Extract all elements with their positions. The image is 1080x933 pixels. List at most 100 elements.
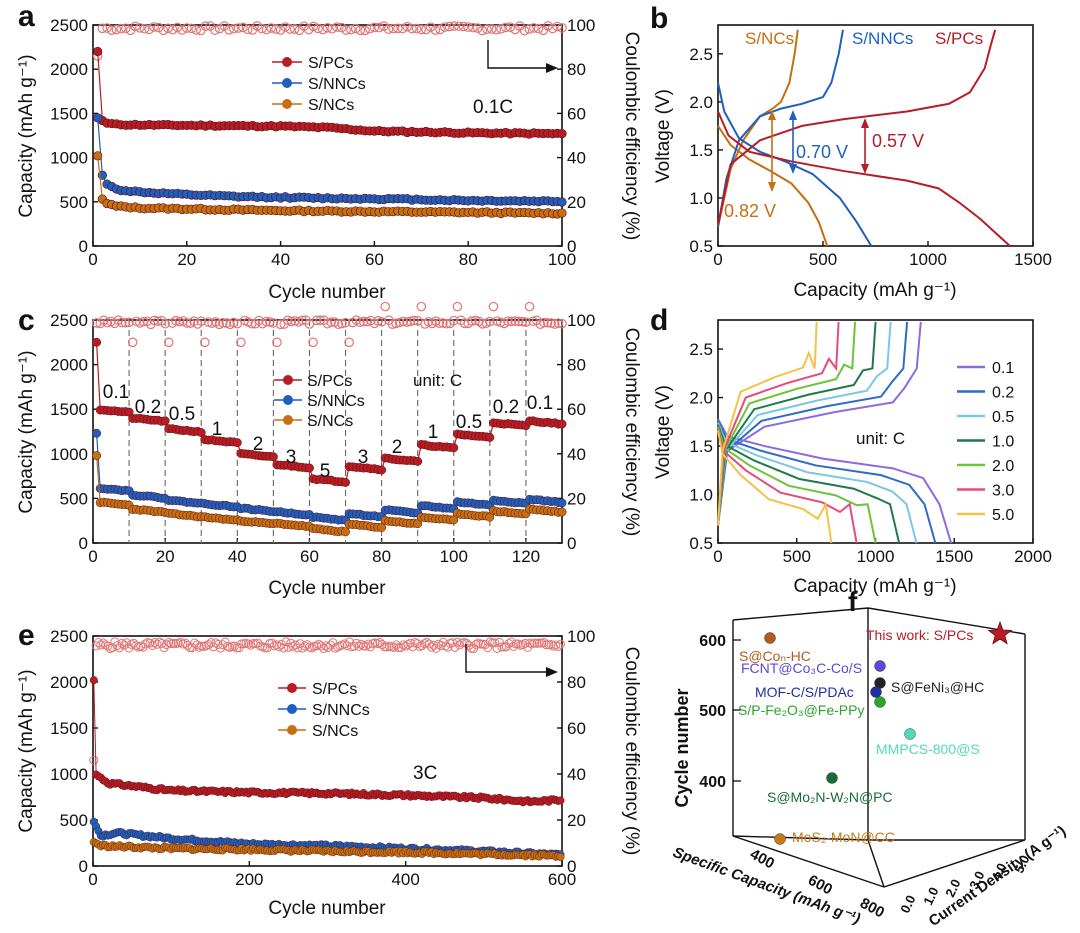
legend-label: S/PCs — [308, 55, 353, 72]
efficiency-point — [160, 318, 170, 329]
efficiency-point — [115, 643, 125, 653]
efficiency-point — [120, 317, 131, 328]
curve-S/NCs-charge — [717, 29, 799, 227]
x-tick-label: 0 — [713, 250, 722, 269]
efficiency-point — [272, 337, 282, 348]
efficiency-point — [117, 317, 127, 328]
data-point — [92, 428, 102, 438]
z-axis-label: Cycle number — [672, 688, 692, 807]
efficiency-point — [214, 23, 225, 34]
efficiency-point — [180, 638, 190, 648]
y-tick-label: 3.0 — [966, 869, 987, 892]
efficiency-point — [158, 25, 169, 36]
rate-label: 3 — [358, 447, 369, 468]
curve-0.5-charge — [717, 321, 892, 526]
efficiency-point — [435, 24, 445, 35]
legend-marker — [283, 375, 293, 385]
efficiency-point — [150, 637, 160, 647]
curve-5.0-discharge — [717, 430, 833, 544]
efficiency-point — [116, 23, 126, 34]
legend-marker — [287, 683, 297, 693]
efficiency-point — [131, 641, 141, 651]
efficiency-point — [529, 23, 539, 33]
x-tick-label: 600 — [548, 870, 576, 889]
x-axis-label: Cycle number — [268, 578, 386, 599]
y2-axis-label: Coulombic efficiency (%) — [621, 647, 642, 856]
x-axis-label: Cycle number — [268, 898, 386, 919]
efficiency-point — [553, 642, 563, 652]
panel-label-d: d — [650, 304, 668, 337]
efficiency-point — [407, 23, 417, 34]
axis-arrow — [487, 40, 548, 69]
efficiency-point — [281, 637, 291, 647]
efficiency-point — [182, 23, 192, 33]
efficiency-point — [172, 22, 183, 33]
efficiency-point — [491, 24, 502, 35]
curve-5.0-charge — [717, 321, 818, 526]
y2-tick-label: 20 — [567, 811, 586, 830]
x-tick-label: 120 — [512, 547, 540, 566]
efficiency-point — [518, 640, 528, 650]
efficiency-point — [424, 639, 434, 649]
y2-tick-label: 0 — [567, 534, 576, 553]
y-tick-label: 2000 — [50, 356, 88, 375]
efficiency-point — [349, 641, 359, 651]
data-point — [341, 478, 350, 487]
efficiency-point — [354, 641, 364, 651]
efficiency-point — [186, 23, 197, 34]
efficiency-point — [429, 640, 439, 650]
x-axis-label: Capacity (mAh g⁻¹) — [793, 576, 956, 597]
curve-1.0-charge — [717, 321, 877, 526]
efficiency-point — [332, 22, 342, 32]
efficiency-point — [196, 316, 207, 327]
efficiency-point — [303, 24, 314, 35]
point-label: S@Coₙ-HC — [739, 648, 811, 664]
y-tick-label: 1500 — [50, 400, 88, 419]
efficiency-point — [147, 640, 157, 650]
y-tick-label: 1000 — [50, 445, 88, 464]
data-point — [305, 463, 314, 473]
point-label: MoS₂-MoN@CC — [792, 829, 895, 845]
annotation: 0.57 V — [872, 131, 924, 151]
efficiency-point — [477, 319, 488, 329]
y-tick-label: 2.0 — [942, 877, 963, 900]
efficiency-point — [452, 637, 462, 647]
y-tick-label: 1.0 — [920, 885, 941, 908]
efficiency-point — [257, 23, 267, 34]
x-tick-label: 20 — [156, 547, 175, 566]
efficiency-point — [346, 24, 356, 35]
efficiency-point — [543, 21, 553, 31]
rate-label: 3 — [286, 447, 297, 468]
data-point — [413, 456, 423, 466]
efficiency-point — [519, 25, 530, 36]
x-tick-label: 200 — [235, 870, 263, 889]
axis-arrow — [465, 644, 548, 673]
efficiency-point — [391, 318, 401, 329]
efficiency-point — [393, 23, 403, 34]
box-edge — [867, 839, 885, 888]
efficiency-point — [261, 316, 271, 327]
legend-label: 1.0 — [992, 434, 1014, 451]
point-label: S@Mo₂N-W₂N@PC — [767, 789, 893, 805]
data-point — [485, 432, 495, 442]
efficiency-point — [218, 317, 228, 328]
efficiency-point — [452, 301, 463, 312]
efficiency-point — [350, 23, 361, 34]
efficiency-point — [523, 642, 533, 652]
data-point — [556, 796, 565, 805]
efficiency-point — [482, 24, 492, 34]
efficiency-point — [211, 638, 221, 648]
efficiency-point — [127, 337, 138, 348]
unit-label: unit: C — [413, 371, 462, 390]
y-tick-label: 5.0 — [1011, 853, 1032, 876]
efficiency-point — [419, 639, 429, 649]
efficiency-point — [539, 317, 549, 328]
curve-3.0-discharge — [717, 428, 858, 544]
y-tick-label: 0.5 — [689, 534, 713, 553]
y2-tick-label: 40 — [567, 445, 586, 464]
efficiency-point — [449, 21, 459, 31]
annotation: 0.70 V — [796, 142, 848, 162]
efficiency-point — [307, 643, 317, 653]
